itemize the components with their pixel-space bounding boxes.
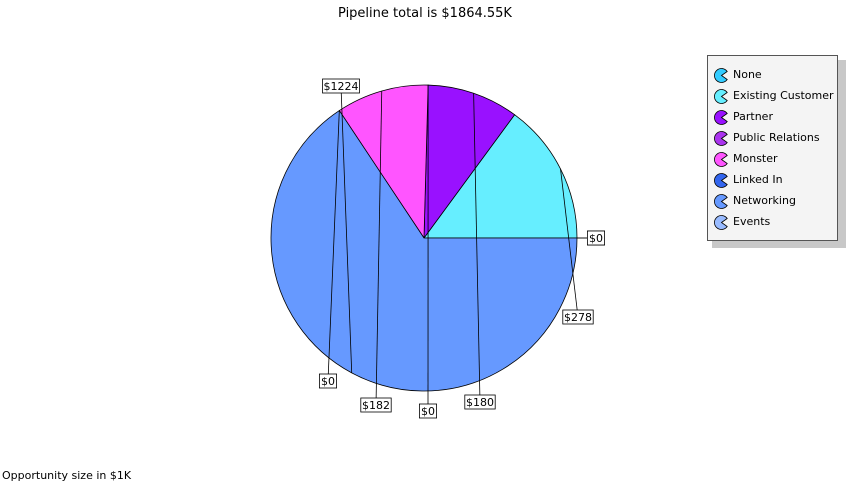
legend-label: Events [733, 215, 771, 228]
slice-label-text: $0 [421, 405, 435, 418]
slice-label-text: $0 [321, 375, 335, 388]
label-leader-line [327, 110, 340, 382]
chart-footnote: Opportunity size in $1K [2, 469, 132, 482]
pie-wedge-icon [714, 68, 728, 83]
slice-label-text: $0 [589, 232, 603, 245]
slice-label: $0 [587, 230, 606, 246]
slice-label-box [418, 403, 437, 419]
chart-title: Pipeline total is $1864.55K [338, 6, 512, 21]
legend-label: Existing Customer [733, 89, 834, 102]
pie-slice-networking [270, 110, 578, 392]
legend-label: None [733, 68, 762, 81]
pie-wedge-icon [714, 173, 728, 188]
label-leader-line [473, 93, 481, 403]
slice-label-box [464, 394, 496, 410]
slice-label-box [562, 309, 594, 325]
legend: None Existing Customer Partner Public Relat… [707, 55, 838, 241]
legend-label: Partner [733, 110, 773, 123]
label-leader-line [560, 168, 579, 318]
slice-label-text: $182 [362, 399, 390, 412]
slice-labels: $0$278$180$0$182$0$1224$0 [318, 78, 606, 419]
legend-label: Monster [733, 152, 778, 165]
legend-label: Networking [733, 194, 796, 207]
slice-label: $0 [318, 373, 337, 389]
label-leader-line [340, 85, 353, 373]
legend-label: Linked In [733, 173, 783, 186]
pie-slices [270, 84, 578, 392]
slice-label: $0 [418, 403, 437, 419]
pie-slice-existing-customer [423, 114, 578, 239]
pie-wedge-icon [714, 152, 728, 167]
slice-label-box [587, 230, 606, 246]
slice-label: $1224 [322, 78, 360, 94]
pie-wedge-icon [714, 131, 728, 146]
slice-label: $278 [562, 309, 594, 325]
slice-label-box [360, 397, 392, 413]
slice-label: $182 [360, 397, 392, 413]
slice-label-text: $180 [466, 396, 494, 409]
pie-wedge-icon [714, 89, 728, 104]
slice-label-box [322, 78, 360, 94]
pie-wedge-icon [714, 110, 728, 125]
pie-wedge-icon [714, 194, 728, 209]
pie-wedge-icon [714, 215, 728, 230]
slice-label-box [318, 373, 337, 389]
slice-label: $180 [464, 394, 496, 410]
slice-label-text: $278 [564, 311, 592, 324]
label-leader-line [375, 90, 383, 406]
slice-label-text: $1224 [324, 80, 359, 93]
legend-label: Public Relations [733, 131, 820, 144]
pie-slice-partner [423, 84, 516, 240]
